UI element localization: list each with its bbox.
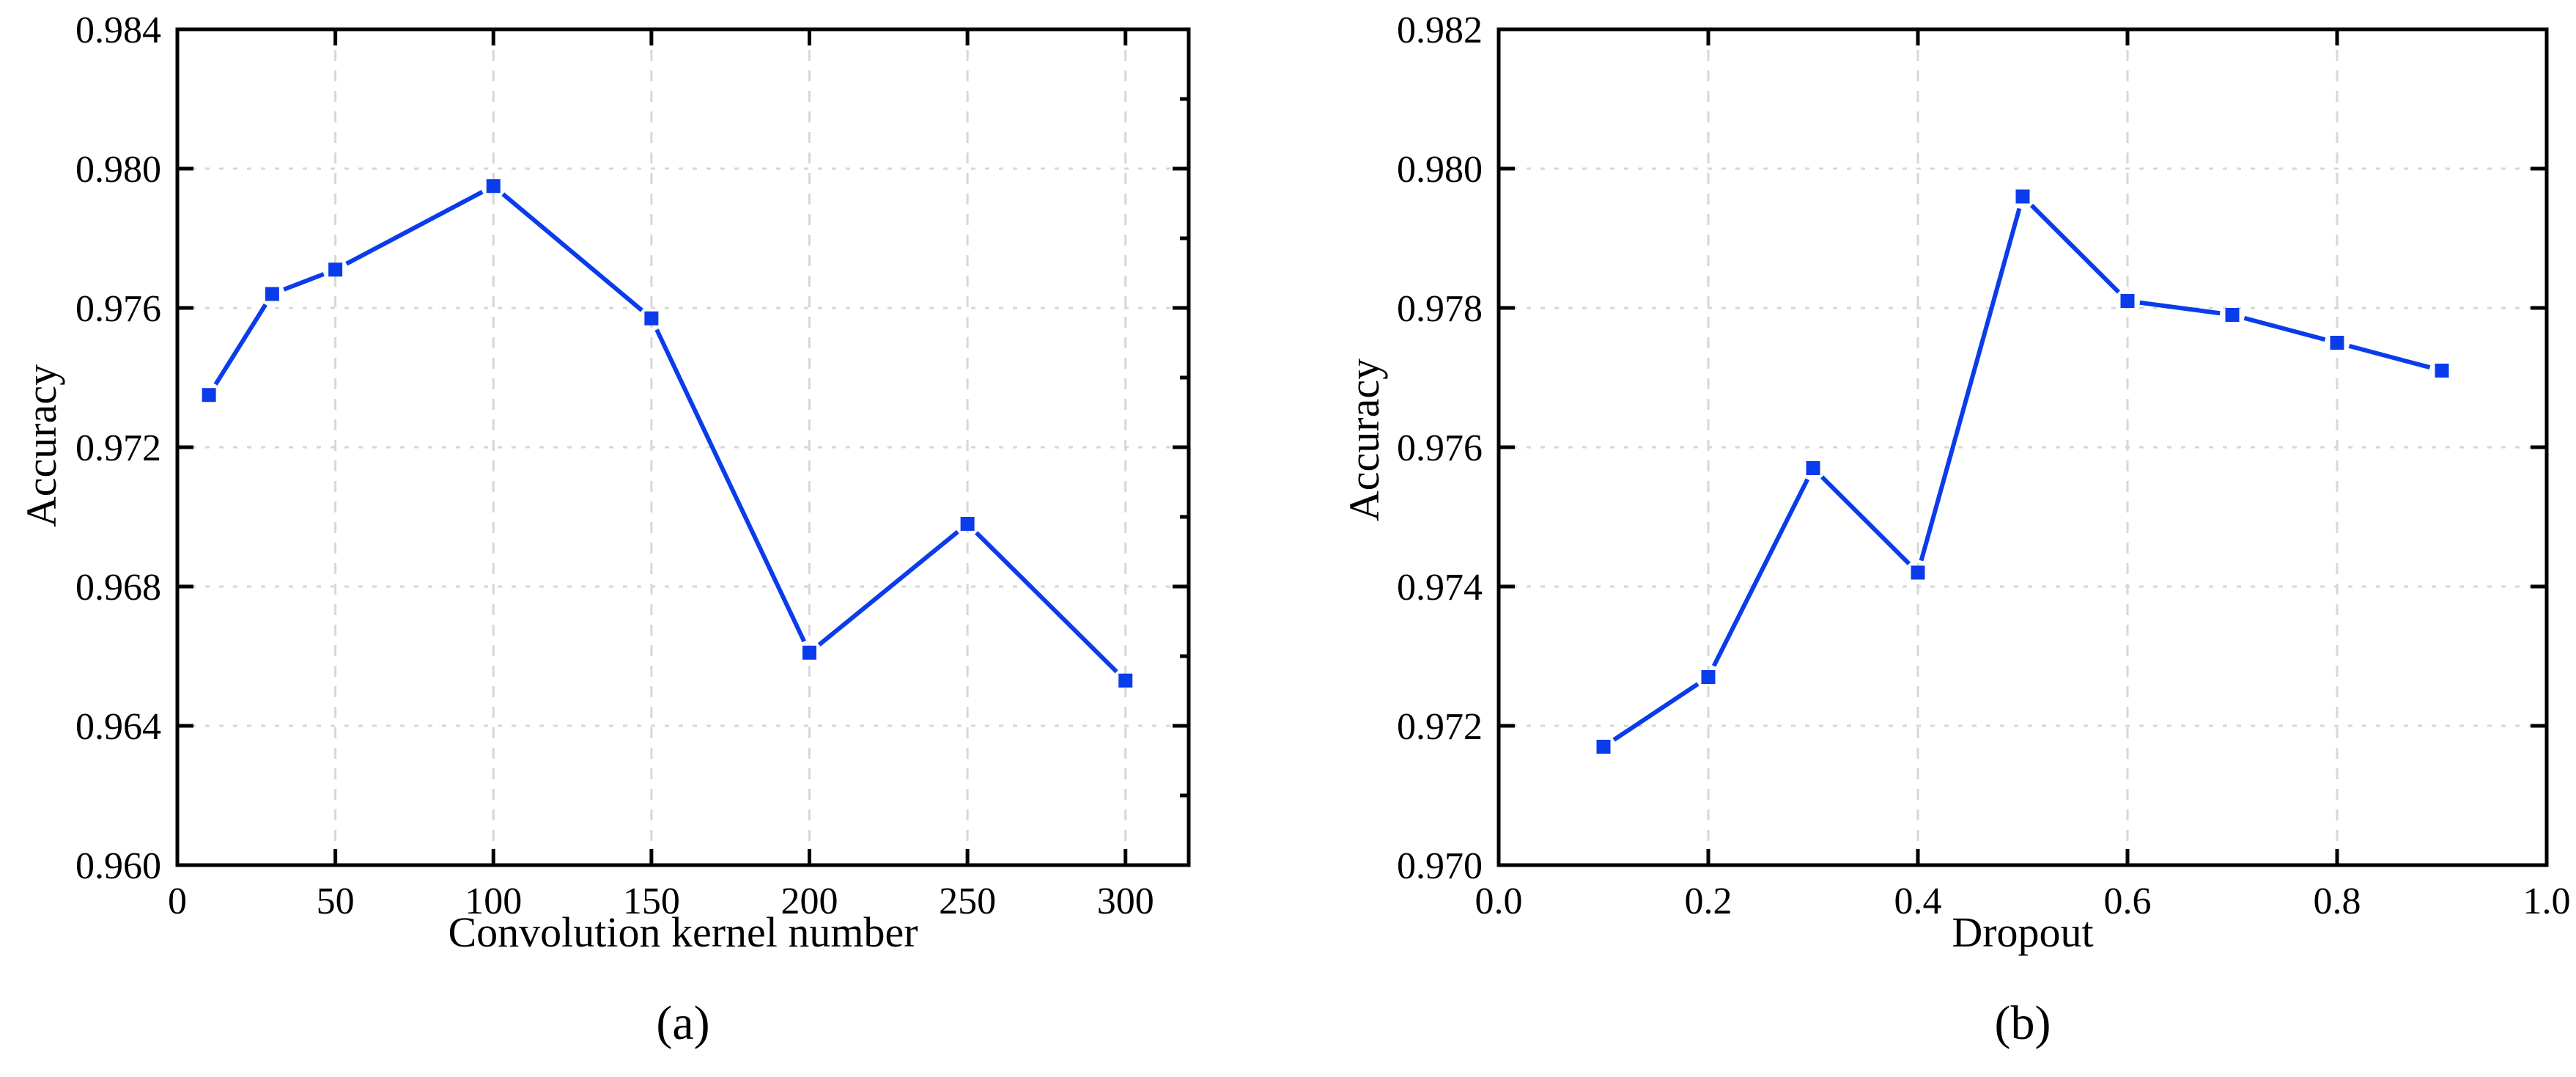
series-markers [202,179,1133,688]
series-markers [1596,189,2449,754]
y-tick-label: 0.972 [1397,706,1483,748]
series-segment [1820,475,1911,566]
series-segment [283,272,325,292]
y-tick-label: 0.980 [75,149,161,191]
y-tick-label: 0.960 [75,845,161,887]
data-point-marker [2120,294,2135,308]
chart-b-x-axis-title: Dropout [1952,908,2094,956]
series-segment [2348,343,2431,370]
gridlines [177,29,1189,865]
chart-a-caption: (a) [656,996,710,1050]
x-tick-label: 0 [168,881,187,922]
data-point-marker [960,517,975,531]
series-segment [817,529,959,647]
x-tick-label: 0.2 [1685,881,1732,922]
chart-b-accuracy-vs-dropout: 0.970 0.972 0.974 0.976 0.978 0.980 0.982 0.0 0.… [1288,0,2576,1077]
x-tick-label: 0.6 [2104,881,2152,922]
tick-marks [177,29,1189,865]
data-point-marker [1806,461,1820,475]
y-tick-label: 0.984 [75,10,161,51]
series-segment [1711,478,1810,667]
data-point-marker [1118,673,1133,688]
gridlines [1499,29,2547,865]
y-tick-label: 0.982 [1397,10,1483,51]
chart-b-canvas: 0.970 0.972 0.974 0.976 0.978 0.980 0.982 0.0 0.… [1397,10,2571,922]
x-tick-label: 50 [317,881,355,922]
series-segment [1919,207,2022,562]
data-point-marker [328,262,343,277]
data-point-marker [1596,740,1611,754]
chart-a-accuracy-vs-kernel-number: 0.960 0.964 0.968 0.972 0.976 0.980 0.984 0 50 10… [75,10,1191,922]
x-tick-label: 150 [623,881,680,922]
series-segment [2139,300,2221,316]
x-tick-label: 0.4 [1894,881,1942,922]
series-line [1612,203,2431,742]
series-line [213,190,1118,674]
x-tick-label: 1.0 [2523,881,2571,922]
data-point-marker [2330,336,2344,350]
x-tick-label: 0.0 [1475,881,1523,922]
y-tick-label: 0.970 [1397,845,1483,887]
tick-marks [1499,29,2547,865]
x-tick-label: 200 [781,881,838,922]
series-segment [1612,682,1700,742]
series-segment [501,192,643,312]
series-segment [2243,315,2326,342]
data-point-marker [2225,308,2240,322]
chart-a-y-axis-title: Accuracy [18,364,65,528]
series-segment [2029,203,2121,294]
y-tick-label: 0.978 [1397,288,1483,330]
y-tick-label: 0.976 [1397,427,1483,469]
data-point-marker [1911,565,1925,580]
y-tick-label: 0.980 [1397,149,1483,191]
chart-a-canvas: 0.960 0.964 0.968 0.972 0.976 0.980 0.984 0 50 10… [75,10,1191,922]
data-point-marker [644,311,659,326]
data-point-marker [486,179,501,194]
data-point-marker [265,287,279,301]
data-point-marker [1701,670,1716,684]
chart-b-caption: (b) [1994,996,2051,1050]
series-segment [345,190,484,266]
series-segment [213,303,267,386]
series-segment [654,328,806,643]
data-point-marker [2015,189,2030,204]
x-tick-label: 250 [939,881,996,922]
y-tick-label: 0.972 [75,427,161,469]
y-tick-label: 0.976 [75,288,161,330]
data-point-marker [802,645,816,660]
series-segment [975,531,1118,674]
y-tick-label: 0.974 [1397,567,1483,609]
data-point-marker [202,388,216,403]
x-tick-label: 100 [465,881,522,922]
x-tick-label: 0.8 [2314,881,2361,922]
y-tick-label: 0.964 [75,706,161,748]
data-point-marker [2435,364,2449,378]
tick-labels: 0.970 0.972 0.974 0.976 0.978 0.980 0.982 0.0 0.… [1397,10,2571,922]
chart-a-x-axis-title: Convolution kernel number [448,908,918,956]
chart-b-y-axis-title: Accuracy [1340,358,1388,522]
tick-labels: 0.960 0.964 0.968 0.972 0.976 0.980 0.984 0 50 10… [75,10,1154,922]
x-tick-label: 300 [1097,881,1154,922]
y-tick-label: 0.968 [75,567,161,609]
